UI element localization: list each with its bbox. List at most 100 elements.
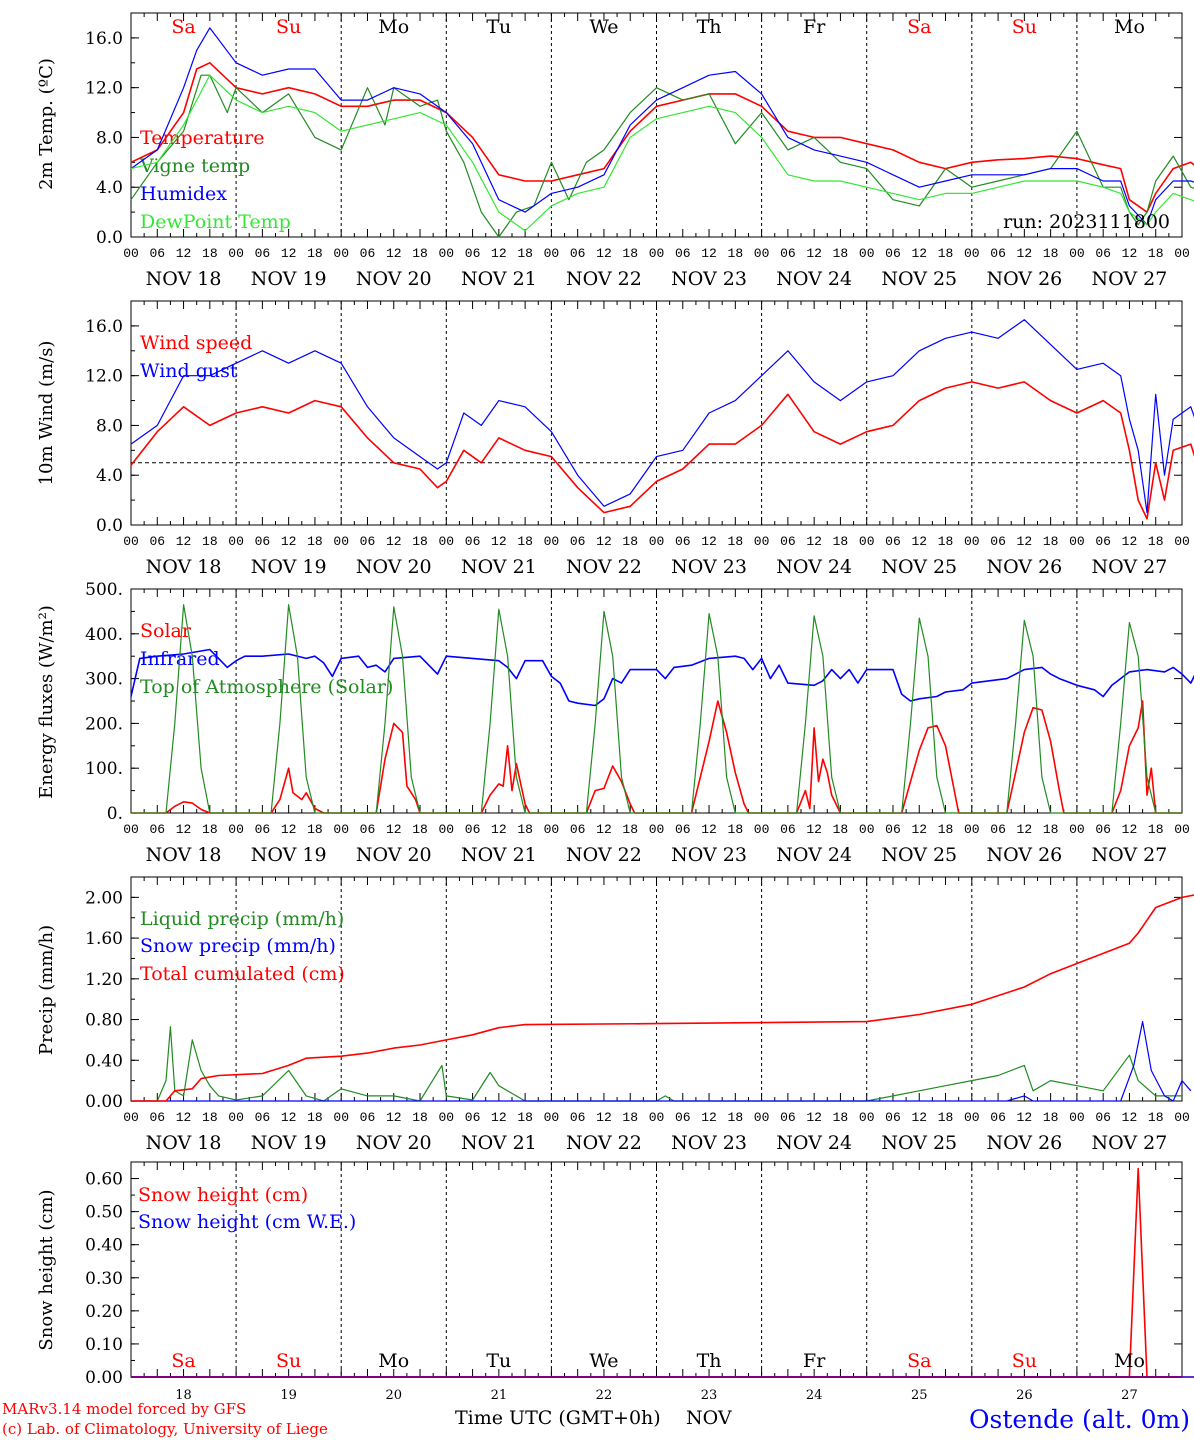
- hour-tick-label: 06: [1095, 1110, 1111, 1125]
- hour-tick-label: 12: [596, 534, 612, 549]
- day-number-label: 26: [1016, 1388, 1033, 1403]
- series-line-light_green: [130, 74, 1194, 232]
- hour-tick-label: 06: [149, 534, 165, 549]
- hour-tick-label: 00: [228, 822, 244, 837]
- hour-tick-label: 00: [123, 246, 139, 261]
- date-label: NOV 19: [251, 556, 327, 578]
- hour-tick-label: 00: [1069, 246, 1085, 261]
- date-label: NOV 25: [881, 268, 957, 290]
- legend-entry: Snow height (cm W.E.): [138, 1211, 356, 1233]
- hour-tick-label: 18: [202, 534, 218, 549]
- hour-tick-label: 18: [517, 1110, 533, 1125]
- weekday-label: Su: [1012, 1350, 1037, 1372]
- hour-tick-label: 00: [649, 534, 665, 549]
- hour-tick-label: 06: [780, 534, 796, 549]
- date-label: NOV 18: [146, 556, 222, 578]
- hour-tick-label: 00: [754, 1110, 770, 1125]
- hour-tick-label: 12: [806, 246, 822, 261]
- hour-tick-label: 00: [964, 822, 980, 837]
- panel-3: 0. 100. 200. 300. 400. 500. Energy fluxes (W/m…: [36, 580, 1194, 866]
- y-tick-label: 1.20: [85, 970, 123, 990]
- series-line-green: [131, 1026, 1182, 1102]
- hour-tick-label: 12: [386, 246, 402, 261]
- y-tick-label: 4.0: [96, 178, 123, 198]
- y-tick-label: 400.: [85, 625, 123, 645]
- hour-tick-label: 06: [570, 246, 586, 261]
- hour-tick-label: 12: [281, 822, 297, 837]
- hour-tick-label: 18: [202, 246, 218, 261]
- hour-tick-label: 00: [228, 246, 244, 261]
- hour-tick-label: 06: [990, 534, 1006, 549]
- hour-tick-label: 06: [255, 822, 271, 837]
- hour-tick-label: 18: [1148, 534, 1164, 549]
- hour-tick-label: 00: [1174, 534, 1190, 549]
- hour-tick-label: 18: [833, 534, 849, 549]
- y-tick-label: 0.0: [96, 516, 123, 536]
- weekday-label: We: [589, 1350, 618, 1372]
- y-tick-label: 300.: [85, 670, 123, 690]
- hour-tick-label: 06: [255, 1110, 271, 1125]
- date-label: NOV 25: [881, 556, 957, 578]
- date-label: NOV 26: [986, 844, 1062, 866]
- hour-tick-label: 00: [754, 534, 770, 549]
- hour-tick-label: 06: [255, 246, 271, 261]
- weekday-label: Mo: [378, 1350, 409, 1372]
- y-tick-label: 0.50: [85, 1203, 123, 1223]
- panel-1: 0.04.08.012.016.02m Temp. (ºC) Temperatur…: [36, 12, 1194, 290]
- hour-tick-label: 18: [1043, 534, 1059, 549]
- legend-entry: Wind gust: [140, 360, 238, 382]
- hour-tick-label: 12: [1017, 1110, 1033, 1125]
- hour-tick-label: 00: [333, 822, 349, 837]
- weekday-label: Su: [1012, 16, 1037, 38]
- hour-tick-label: 00: [964, 1110, 980, 1125]
- hour-tick-label: 00: [649, 1110, 665, 1125]
- x-axis-title: Time UTC (GMT+0h): [455, 1407, 661, 1429]
- hour-tick-label: 12: [596, 1110, 612, 1125]
- hour-tick-label: 18: [517, 534, 533, 549]
- date-label: NOV 26: [986, 556, 1062, 578]
- y-tick-label: 0.00: [85, 1368, 123, 1388]
- hour-tick-label: 18: [728, 246, 744, 261]
- hour-tick-label: 00: [754, 246, 770, 261]
- date-label: NOV 23: [671, 556, 747, 578]
- weekday-label: Tu: [486, 1350, 511, 1372]
- hour-tick-label: 12: [176, 1110, 192, 1125]
- hour-tick-label: 06: [990, 246, 1006, 261]
- date-label: NOV 21: [461, 1132, 537, 1154]
- hour-tick-label: 00: [1069, 534, 1085, 549]
- hour-tick-label: 18: [833, 822, 849, 837]
- hour-tick-label: 00: [859, 246, 875, 261]
- hour-tick-label: 06: [570, 1110, 586, 1125]
- hour-tick-label: 12: [911, 246, 927, 261]
- y-tick-label: 0.60: [85, 1170, 123, 1190]
- hour-tick-label: 12: [701, 1110, 717, 1125]
- y-tick-label: 0.0: [96, 228, 123, 248]
- hour-tick-label: 00: [1069, 1110, 1085, 1125]
- date-label: NOV 22: [566, 556, 642, 578]
- series-line-blue: [130, 648, 1194, 707]
- hour-tick-label: 00: [544, 534, 560, 549]
- y-axis-title: Precip (mm/h): [36, 925, 57, 1055]
- hour-tick-label: 12: [176, 822, 192, 837]
- legend-entry: Snow precip (mm/h): [140, 935, 336, 957]
- hour-tick-label: 12: [911, 822, 927, 837]
- hour-tick-label: 18: [202, 1110, 218, 1125]
- hour-tick-label: 12: [806, 1110, 822, 1125]
- hour-tick-label: 18: [1043, 1110, 1059, 1125]
- hour-tick-label: 18: [728, 1110, 744, 1125]
- panel-4: 0.00 0.40 0.80 1.20 1.60 2.00 Precip (mm/h) Liq…: [36, 876, 1194, 1154]
- hour-tick-label: 06: [885, 1110, 901, 1125]
- hour-tick-label: 06: [465, 1110, 481, 1125]
- series-line-red: [130, 61, 1194, 213]
- date-label: NOV 21: [461, 556, 537, 578]
- hour-tick-label: 12: [1122, 246, 1138, 261]
- hour-tick-label: 00: [964, 246, 980, 261]
- hour-tick-label: 06: [780, 246, 796, 261]
- hour-tick-label: 12: [1122, 534, 1138, 549]
- hour-tick-label: 18: [412, 1110, 428, 1125]
- date-label: NOV 22: [566, 268, 642, 290]
- hour-tick-label: 00: [754, 822, 770, 837]
- hour-tick-label: 12: [1122, 822, 1138, 837]
- weekday-label: Fr: [803, 16, 826, 38]
- weekday-label: Sa: [171, 16, 195, 38]
